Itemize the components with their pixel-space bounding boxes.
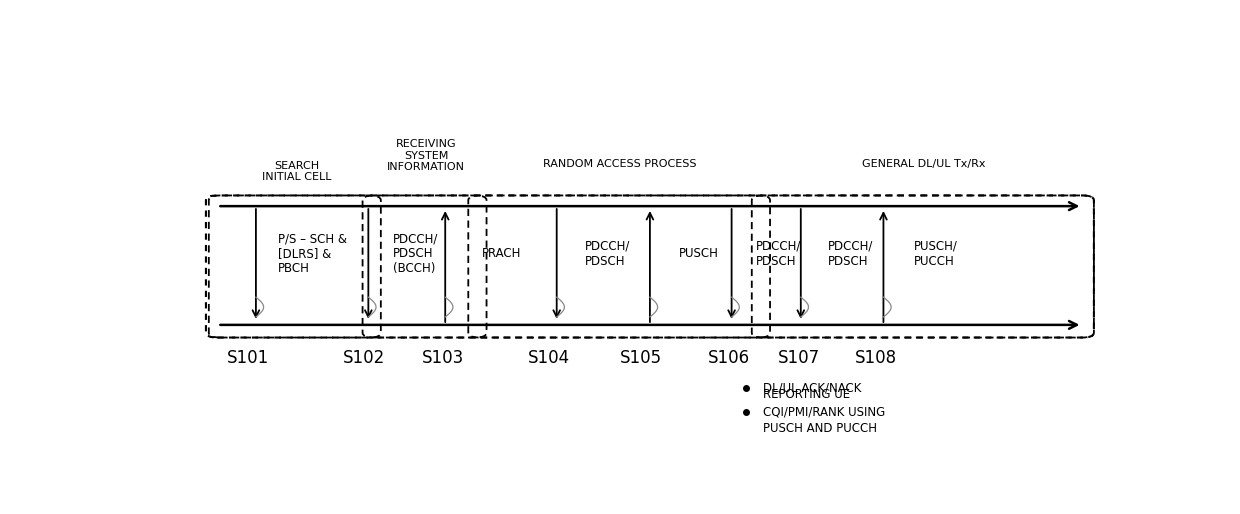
Text: PUSCH/
PUCCH: PUSCH/ PUCCH (914, 240, 959, 268)
Text: PDCCH/
PDSCH: PDCCH/ PDSCH (584, 240, 630, 268)
Text: PDCCH/
PDSCH
(BCCH): PDCCH/ PDSCH (BCCH) (393, 232, 439, 275)
Text: PDCCH/
PDSCH: PDCCH/ PDSCH (755, 240, 801, 268)
Text: PRACH: PRACH (481, 247, 521, 260)
Text: S107: S107 (777, 348, 820, 366)
Text: GENERAL DL/UL Tx/Rx: GENERAL DL/UL Tx/Rx (862, 158, 986, 169)
Text: RANDOM ACCESS PROCESS: RANDOM ACCESS PROCESS (543, 158, 697, 169)
Text: SEARCH
INITIAL CELL: SEARCH INITIAL CELL (263, 161, 332, 182)
Text: RECEIVING
SYSTEM
INFORMATION: RECEIVING SYSTEM INFORMATION (387, 139, 465, 173)
Text: REPORTING UE
CQI/PMI/RANK USING
PUSCH AND PUCCH: REPORTING UE CQI/PMI/RANK USING PUSCH AN… (764, 389, 885, 435)
Text: S106: S106 (708, 348, 750, 366)
Text: P/S – SCH &
[DLRS] &
PBCH: P/S – SCH & [DLRS] & PBCH (278, 232, 347, 275)
Text: S101: S101 (227, 348, 269, 366)
Text: S104: S104 (528, 348, 570, 366)
Text: S103: S103 (422, 348, 465, 366)
Text: S108: S108 (854, 348, 897, 366)
Text: PDCCH/
PDSCH: PDCCH/ PDSCH (828, 240, 873, 268)
Text: S102: S102 (343, 348, 386, 366)
Text: S105: S105 (620, 348, 662, 366)
Text: DL/UL ACK/NACK: DL/UL ACK/NACK (764, 382, 862, 395)
Text: PUSCH: PUSCH (678, 247, 719, 260)
